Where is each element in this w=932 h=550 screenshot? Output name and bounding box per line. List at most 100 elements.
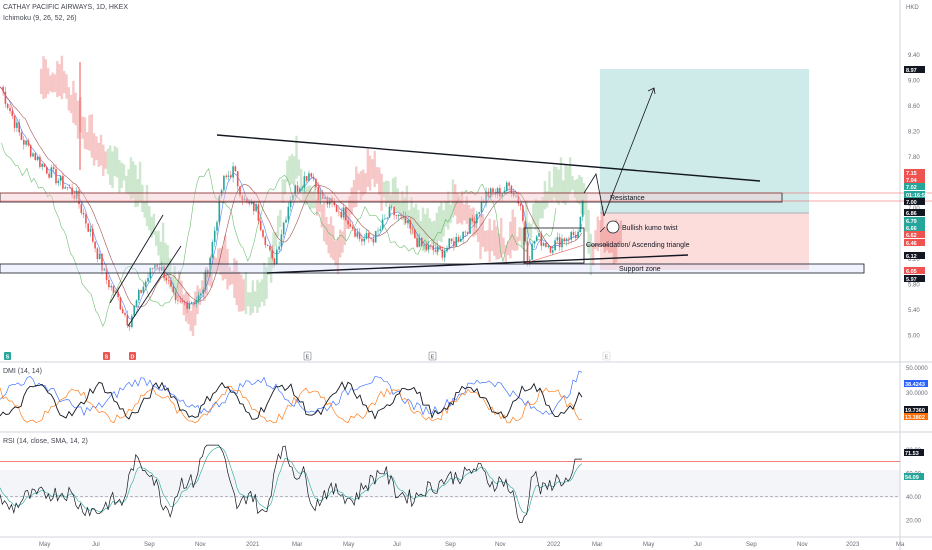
candle-body [347,220,349,225]
candle-body [285,219,287,223]
candle-body [512,192,515,196]
cloud-segment [343,207,346,246]
candle-body [110,286,112,288]
cloud-segment [615,219,618,263]
candle-body [262,230,264,237]
cloud-segment [118,159,121,193]
cloud-segment [40,68,43,95]
candle-body [370,237,372,239]
cloud-segment [460,191,464,225]
time-tick-label: May [643,542,654,548]
channel-line[interactable] [109,214,164,304]
cloud-segment [311,191,314,209]
candle-body [423,245,425,246]
cloud-segment [575,179,579,203]
profit-target-zone[interactable] [600,69,809,213]
cloud-segment [490,230,494,252]
cloud-segment [456,192,459,225]
symbol-title[interactable]: CATHAY PACIFIC AIRWAYS, 1D, HKEX [3,4,128,11]
cloud-segment [472,207,475,238]
kumo-twist-marker[interactable] [606,220,620,234]
cloud-segment [380,173,383,211]
candle-body [533,241,536,244]
projection-path [583,172,605,217]
candle-body [499,188,501,197]
candle-body [2,86,4,92]
resistance-zone[interactable] [0,192,783,203]
cloud-segment [260,279,264,302]
cloud-segment [387,180,390,204]
cloud-segment [543,181,547,210]
cloud-segment [187,292,190,324]
candle-body [331,197,333,203]
event-badge[interactable]: S [103,352,110,361]
time-axis[interactable]: May Jul Sep Nov 2021 Mar May Jul Sep Nov 2022 Mar Ma… [39,542,905,548]
candle-body [66,187,69,188]
price-badge-label: 6.79 [906,219,917,225]
rsi-tick-label: 40.00 [906,495,922,501]
indicator-title[interactable]: Ichimoku (9, 26, 52, 26) [3,15,77,22]
channel-line[interactable] [127,245,182,327]
candle-body [41,163,43,167]
cloud-segment [513,217,517,251]
candle-body [135,300,138,306]
cloud-segment [235,260,238,306]
candle-body [579,216,582,232]
cloud-segment [334,240,337,266]
cloud-segment [290,154,294,185]
candle-body [64,187,66,189]
cloud-segment [171,276,174,292]
consolidation-box[interactable] [523,227,585,264]
candle-body [301,187,303,189]
candle-body [225,175,227,177]
cloud-segment [253,291,257,307]
cloud-segment [536,199,540,233]
candle-body [29,145,32,157]
event-badge[interactable]: E [303,351,312,361]
cloud-segment [97,142,100,167]
candle-body [50,167,53,178]
cloud-segment [106,148,110,175]
cloud-segment [488,218,491,262]
candle-body [85,214,87,224]
candle-body [354,228,356,237]
dmi-value-label: 38.4243 [905,382,925,388]
svg-text:E: E [431,355,435,361]
dmi-series-line [0,385,583,424]
support-zone[interactable] [0,263,865,274]
candle-body [443,251,446,258]
event-badge[interactable]: E [428,351,437,361]
price-badge [904,66,925,73]
candle-body [259,220,262,231]
target-arrow[interactable] [603,87,655,217]
svg-text:E: E [605,355,609,361]
support-trendline[interactable] [266,254,689,274]
candle-body [305,176,308,181]
candle-body [501,193,503,197]
cloud-segment [465,196,468,224]
candle-body [39,156,41,167]
event-badge[interactable]: D [129,352,136,361]
event-badge[interactable]: E [602,351,611,361]
descending-trendline[interactable] [216,134,761,182]
cloud-segment [341,231,344,253]
stop-loss-zone[interactable] [600,213,809,270]
candle-body [236,171,239,187]
candle-body [112,286,115,293]
cloud-segment [449,204,452,224]
candle-body [62,175,64,189]
cloud-segment [336,237,340,275]
cloud-segment [279,209,282,228]
cloud-segment [585,194,588,232]
cloud-segment [214,257,218,274]
price-badge-label: 7.15 [906,171,917,177]
price-badge-label: 6.12 [906,254,917,260]
dmi-tick-label: 50.0000 [906,366,928,372]
price-tick-label: 6.20 [908,257,920,263]
event-badge[interactable]: S [4,352,11,361]
cloud-segment [274,232,277,247]
cloud-segment [102,144,105,176]
